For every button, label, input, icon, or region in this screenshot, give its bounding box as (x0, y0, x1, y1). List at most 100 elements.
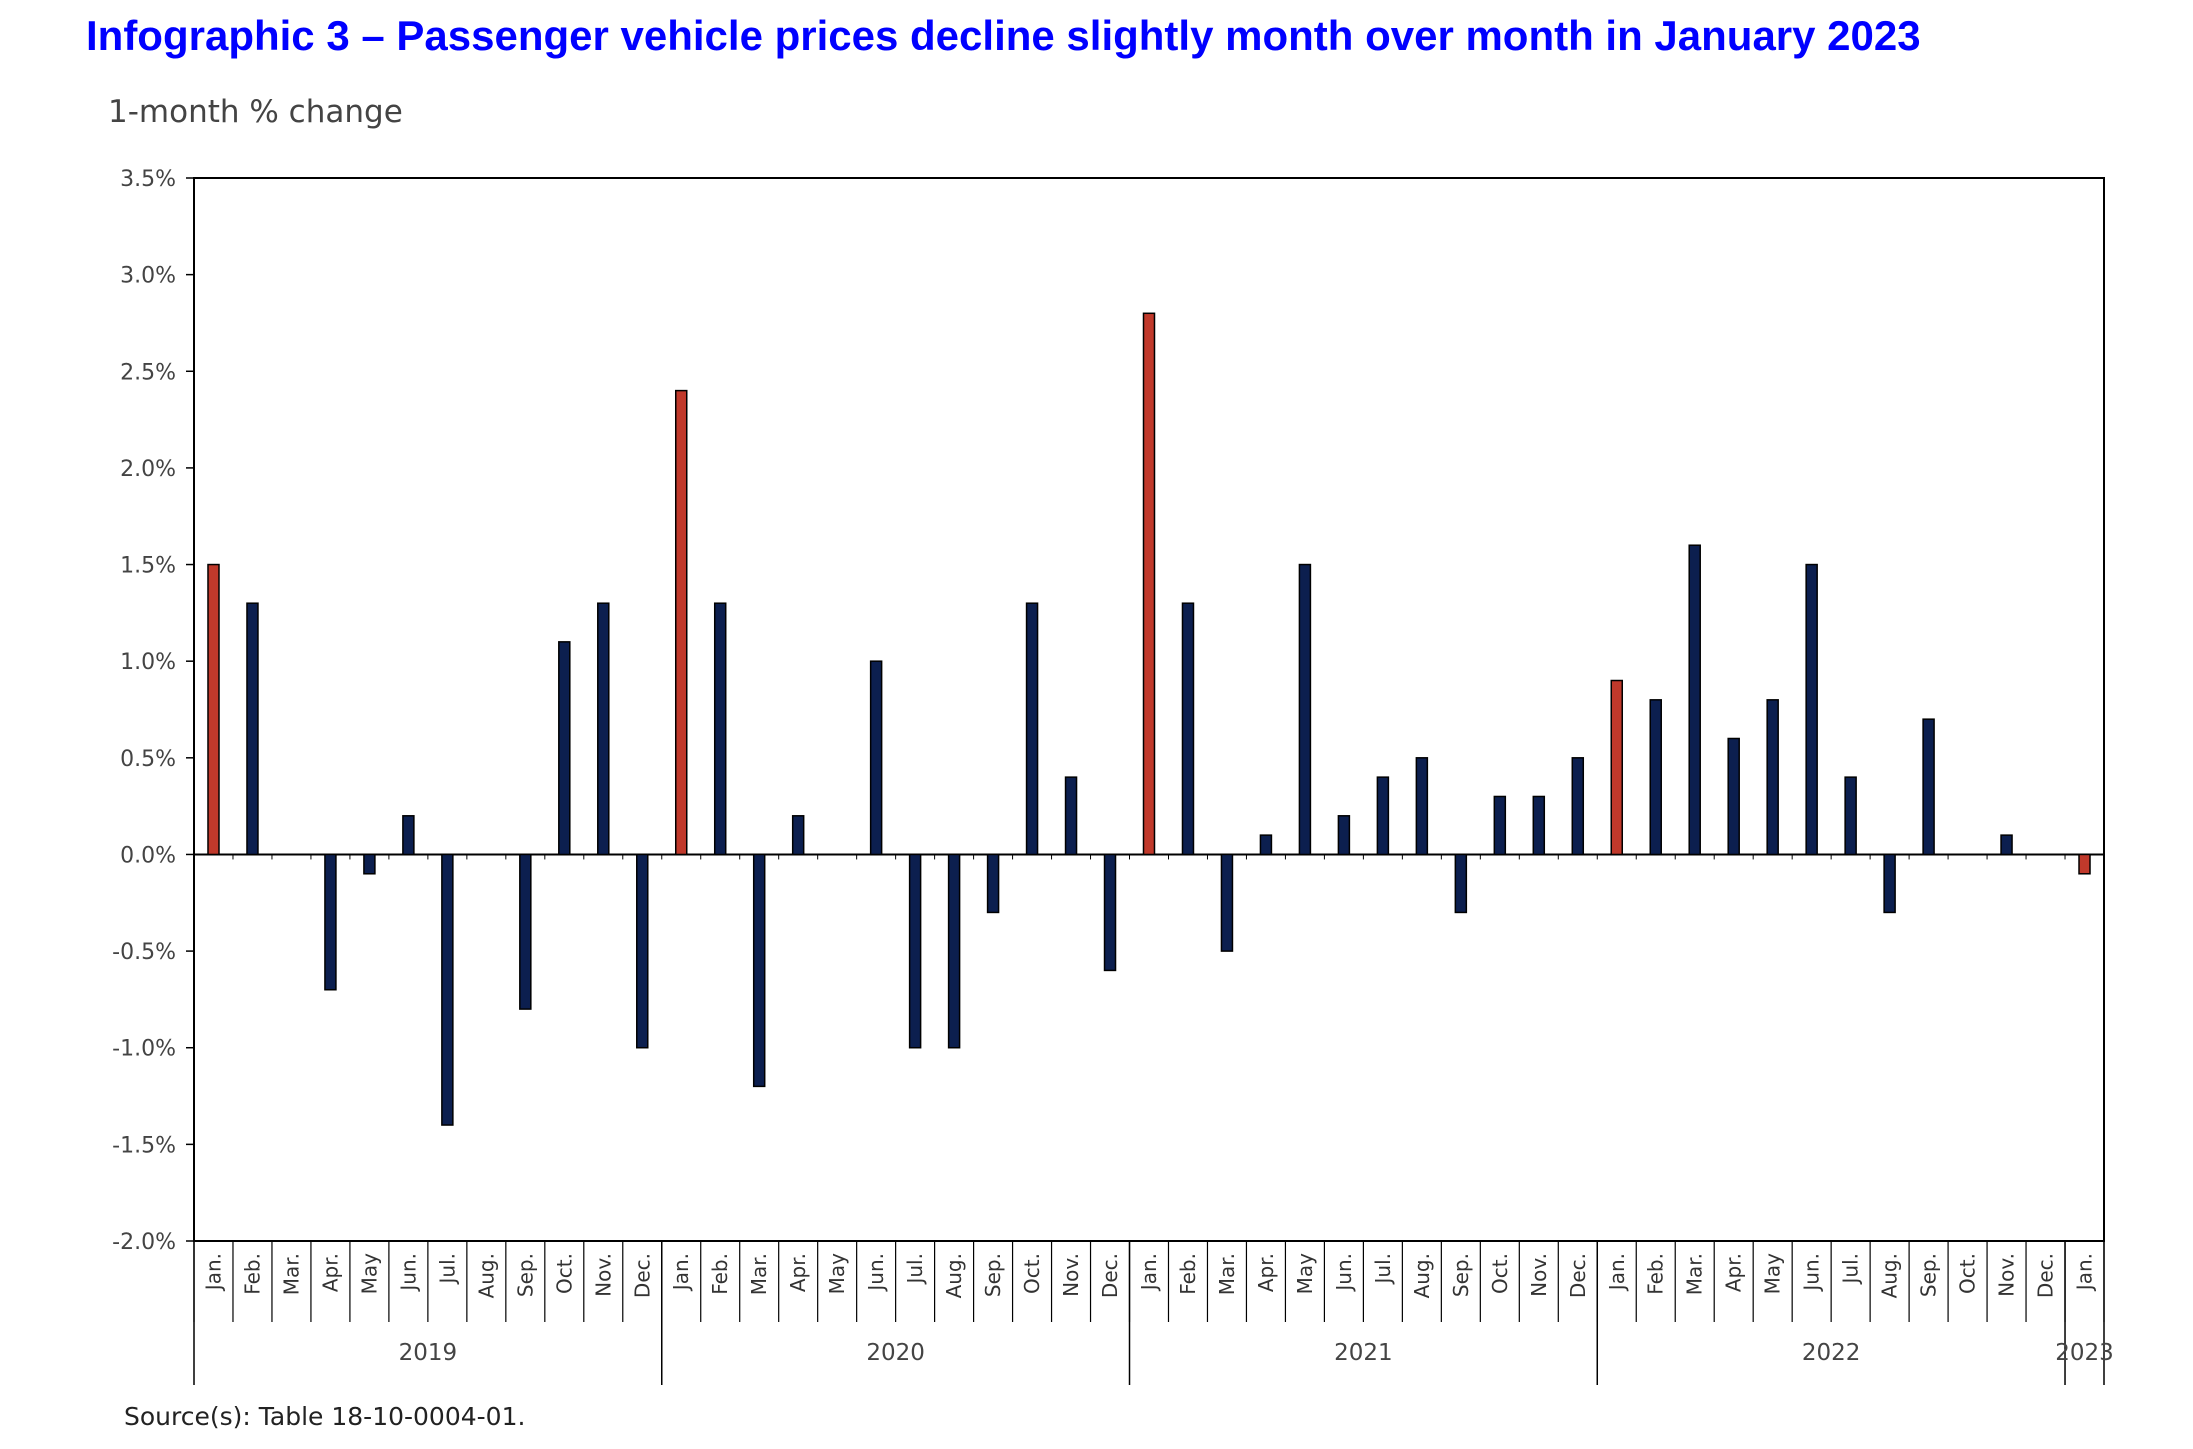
y-tick-label: -2.0% (112, 1230, 176, 1255)
category-label: Jun. (864, 1253, 888, 1293)
bar (207, 563, 220, 856)
y-tick-label: 2.0% (120, 457, 176, 482)
bar (1025, 602, 1039, 856)
bar (1103, 853, 1117, 972)
category-label: May (825, 1253, 849, 1295)
y-tick-label: 3.0% (120, 264, 176, 289)
bar (1649, 699, 1662, 856)
bar (986, 853, 1000, 914)
y-axis-label: 1-month % change (108, 94, 403, 130)
bar (1610, 679, 1624, 856)
y-tick-label: 0.0% (120, 843, 176, 868)
bar (1883, 853, 1896, 914)
bar (1454, 853, 1468, 914)
bar (1142, 312, 1156, 856)
y-tick-label: 1.5% (120, 554, 176, 579)
category-label: May (1761, 1253, 1785, 1295)
bar (519, 853, 532, 1010)
bar (441, 853, 454, 1126)
category-label: Mar. (747, 1253, 771, 1295)
category-label: Dec. (1566, 1253, 1590, 1298)
category-label: Nov. (591, 1253, 615, 1297)
bar (1337, 815, 1351, 856)
category-label: Jul. (435, 1253, 459, 1286)
year-label: 2020 (866, 1340, 925, 1366)
bar (558, 641, 571, 856)
bar (1064, 776, 1078, 856)
bar (1766, 699, 1779, 856)
category-label: Apr. (1254, 1253, 1278, 1292)
category-label: Mar. (1215, 1253, 1239, 1295)
y-tick-label: -1.0% (112, 1037, 176, 1062)
year-label: 2021 (1334, 1340, 1393, 1366)
bar (1844, 776, 1857, 856)
category-label: Jul. (1839, 1253, 1863, 1286)
category-label: Sep. (1449, 1253, 1473, 1297)
bar (1532, 795, 1546, 856)
category-label: Jul. (903, 1253, 927, 1286)
bar (2000, 834, 2013, 856)
page-title: Infographic 3 – Passenger vehicle prices… (86, 12, 1921, 59)
bar (791, 815, 805, 856)
bar (908, 853, 922, 1049)
category-label: May (1293, 1253, 1317, 1295)
category-label: Sep. (981, 1253, 1005, 1297)
category-label: Apr. (786, 1253, 810, 1292)
bar (1298, 563, 1312, 856)
y-tick-label: 0.5% (120, 747, 176, 772)
category-label: Aug. (474, 1253, 498, 1298)
category-label: Aug. (1878, 1253, 1902, 1298)
category-label: Dec. (1098, 1253, 1122, 1298)
bar (1571, 757, 1585, 856)
category-label: Feb. (708, 1253, 732, 1295)
category-label: Jan. (669, 1253, 693, 1292)
bar (2078, 853, 2091, 875)
bar (597, 602, 610, 856)
bar (1376, 776, 1390, 856)
category-label: Oct. (552, 1253, 576, 1294)
y-tick-label: -1.5% (112, 1133, 176, 1158)
category-label: Jan. (2073, 1253, 2097, 1292)
plot-frame (193, 177, 2105, 1242)
bar (752, 853, 766, 1088)
category-label: Jun. (396, 1253, 420, 1293)
bar (1415, 757, 1429, 856)
bar (1493, 795, 1507, 856)
bar (1181, 602, 1195, 856)
y-tick-label: -0.5% (112, 940, 176, 965)
bar (363, 853, 376, 875)
category-label: Oct. (1020, 1253, 1044, 1294)
category-label: Jan. (1605, 1253, 1629, 1292)
category-label: Jun. (1800, 1253, 1824, 1293)
category-label: Aug. (1410, 1253, 1434, 1298)
bar (636, 853, 649, 1049)
category-label: Sep. (1917, 1253, 1941, 1297)
category-label: Feb. (240, 1253, 264, 1295)
category-label: Nov. (1527, 1253, 1551, 1297)
category-label: May (357, 1253, 381, 1295)
category-label: Nov. (1995, 1253, 2019, 1297)
category-label: Oct. (1956, 1253, 1980, 1294)
category-label: Jul. (1371, 1253, 1395, 1286)
bar (1259, 834, 1273, 856)
category-label: Nov. (1059, 1253, 1083, 1297)
bar (1805, 563, 1818, 856)
category-label: Dec. (2034, 1253, 2058, 1298)
bar (1727, 737, 1740, 856)
category-label: Feb. (1176, 1253, 1200, 1295)
category-label: Feb. (1644, 1253, 1668, 1295)
bar (947, 853, 961, 1049)
bar (402, 815, 415, 856)
category-label: Jun. (1332, 1253, 1356, 1293)
bar (1688, 544, 1701, 856)
category-label: Mar. (1683, 1253, 1707, 1295)
y-tick-label: 3.5% (120, 167, 176, 192)
category-label: Mar. (279, 1253, 303, 1295)
bar (713, 602, 727, 856)
bar (246, 602, 259, 856)
category-label: Oct. (1488, 1253, 1512, 1294)
category-label: Apr. (1722, 1253, 1746, 1292)
y-tick-label: 2.5% (120, 360, 176, 385)
y-tick-label: 1.0% (120, 650, 176, 675)
